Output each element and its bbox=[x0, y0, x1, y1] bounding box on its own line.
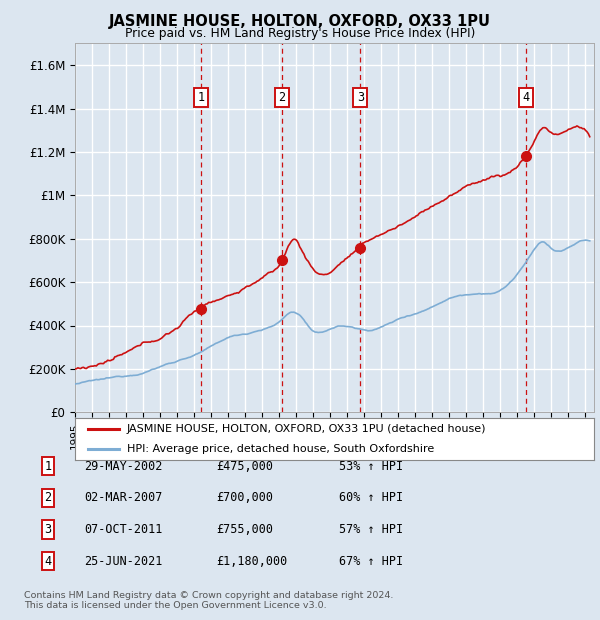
Text: 02-MAR-2007: 02-MAR-2007 bbox=[84, 492, 163, 504]
Text: Contains HM Land Registry data © Crown copyright and database right 2024.: Contains HM Land Registry data © Crown c… bbox=[24, 590, 394, 600]
Text: 67% ↑ HPI: 67% ↑ HPI bbox=[339, 555, 403, 567]
Text: 1: 1 bbox=[44, 460, 52, 472]
Text: £475,000: £475,000 bbox=[216, 460, 273, 472]
Text: 60% ↑ HPI: 60% ↑ HPI bbox=[339, 492, 403, 504]
Text: 29-MAY-2002: 29-MAY-2002 bbox=[84, 460, 163, 472]
Text: £755,000: £755,000 bbox=[216, 523, 273, 536]
Text: 53% ↑ HPI: 53% ↑ HPI bbox=[339, 460, 403, 472]
Text: 25-JUN-2021: 25-JUN-2021 bbox=[84, 555, 163, 567]
Text: HPI: Average price, detached house, South Oxfordshire: HPI: Average price, detached house, Sout… bbox=[127, 444, 434, 454]
Text: JASMINE HOUSE, HOLTON, OXFORD, OX33 1PU: JASMINE HOUSE, HOLTON, OXFORD, OX33 1PU bbox=[109, 14, 491, 29]
Text: 4: 4 bbox=[522, 91, 529, 104]
Text: 07-OCT-2011: 07-OCT-2011 bbox=[84, 523, 163, 536]
Text: 2: 2 bbox=[44, 492, 52, 504]
Text: 2: 2 bbox=[278, 91, 286, 104]
Text: 3: 3 bbox=[357, 91, 364, 104]
Text: 57% ↑ HPI: 57% ↑ HPI bbox=[339, 523, 403, 536]
Text: This data is licensed under the Open Government Licence v3.0.: This data is licensed under the Open Gov… bbox=[24, 601, 326, 610]
Text: 1: 1 bbox=[197, 91, 205, 104]
Text: £1,180,000: £1,180,000 bbox=[216, 555, 287, 567]
Text: 3: 3 bbox=[44, 523, 52, 536]
Text: JASMINE HOUSE, HOLTON, OXFORD, OX33 1PU (detached house): JASMINE HOUSE, HOLTON, OXFORD, OX33 1PU … bbox=[127, 424, 487, 434]
Text: Price paid vs. HM Land Registry's House Price Index (HPI): Price paid vs. HM Land Registry's House … bbox=[125, 27, 475, 40]
Text: 4: 4 bbox=[44, 555, 52, 567]
Text: £700,000: £700,000 bbox=[216, 492, 273, 504]
